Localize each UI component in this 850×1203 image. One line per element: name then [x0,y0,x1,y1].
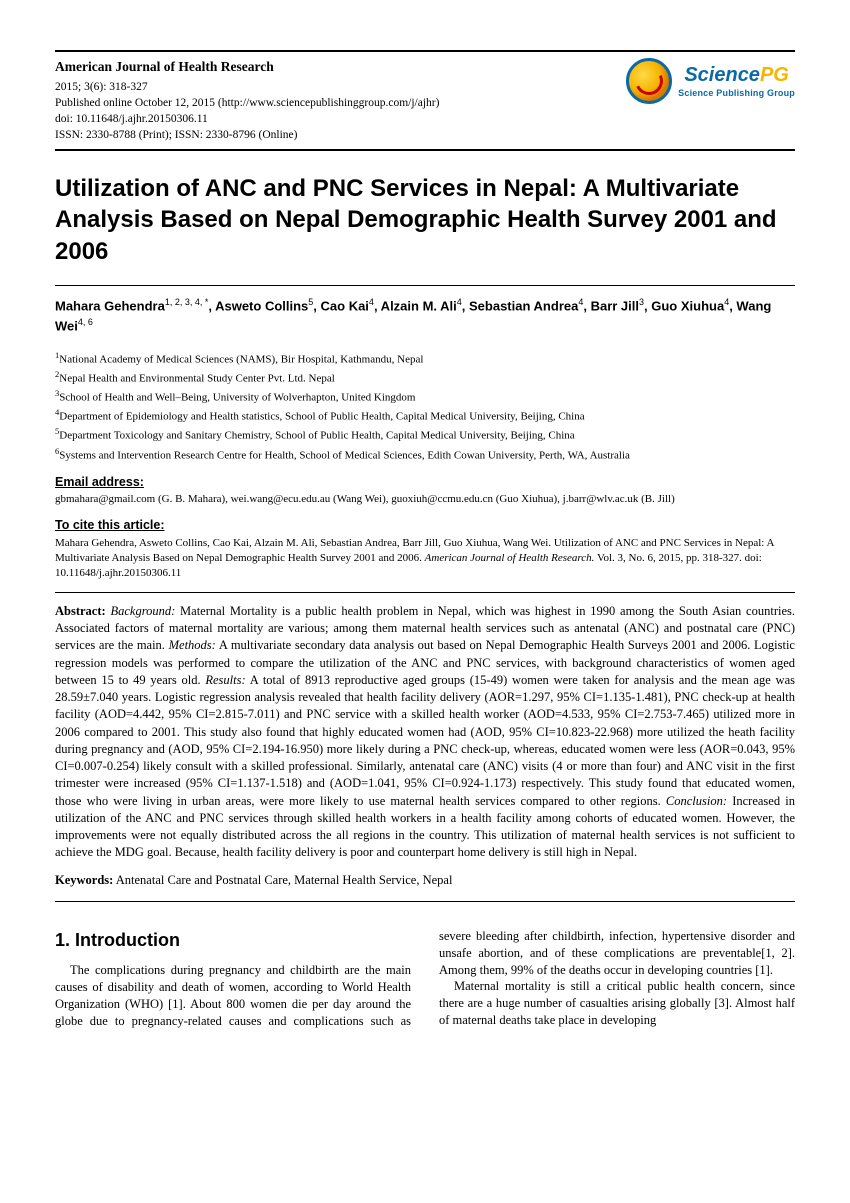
doi-line: doi: 10.11648/j.ajhr.20150306.11 [55,111,439,127]
publisher-logo: SciencePG Science Publishing Group [626,58,795,104]
affiliations: 1National Academy of Medical Sciences (N… [55,349,795,464]
citation-text: Mahara Gehendra, Asweto Collins, Cao Kai… [55,536,795,582]
affiliation-line: 5Department Toxicology and Sanitary Chem… [55,425,795,444]
journal-header: American Journal of Health Research 2015… [55,50,795,151]
issue-line: 2015; 3(6): 318-327 [55,79,439,95]
intro-paragraph-2: Maternal mortality is still a critical p… [439,978,795,1029]
logo-brand: SciencePG [678,62,795,88]
abstract-section: Abstract: Background: Maternal Mortality… [55,592,795,902]
affiliation-line: 4Department of Epidemiology and Health s… [55,406,795,425]
logo-subtitle: Science Publishing Group [678,88,795,100]
cite-label: To cite this article: [55,517,795,533]
email-addresses: gbmahara@gmail.com (G. B. Mahara), wei.w… [55,492,795,507]
affiliation-line: 3School of Health and Well–Being, Univer… [55,387,795,406]
keywords: Keywords: Antenatal Care and Postnatal C… [55,872,795,889]
affiliation-line: 1National Academy of Medical Sciences (N… [55,349,795,368]
introduction-section: 1. Introduction The complications during… [55,928,795,1030]
intro-heading: 1. Introduction [55,928,411,952]
authors-list: Mahara Gehendra1, 2, 3, 4, *, Asweto Col… [55,296,795,337]
email-label: Email address: [55,474,795,490]
published-line: Published online October 12, 2015 (http:… [55,95,439,111]
logo-globe-icon [626,58,672,104]
affiliation-line: 2Nepal Health and Environmental Study Ce… [55,368,795,387]
journal-title: American Journal of Health Research [55,58,439,77]
journal-meta: American Journal of Health Research 2015… [55,58,439,143]
title-rule [55,285,795,286]
article-title: Utilization of ANC and PNC Services in N… [55,173,795,267]
affiliation-line: 6Systems and Intervention Research Centr… [55,445,795,464]
issn-line: ISSN: 2330-8788 (Print); ISSN: 2330-8796… [55,127,439,143]
abstract-text: Abstract: Background: Maternal Mortality… [55,603,795,862]
